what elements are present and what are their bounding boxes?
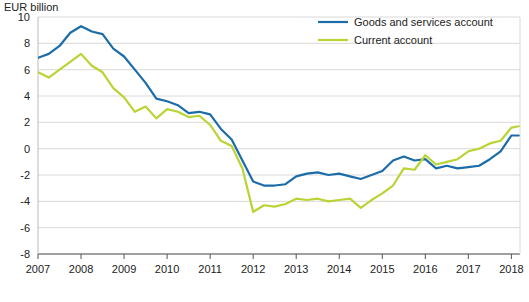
x-tick-label: 2010 — [155, 263, 179, 275]
series-line — [38, 54, 519, 212]
grid-line — [38, 96, 520, 97]
x-tick — [425, 254, 426, 259]
x-tick — [296, 254, 297, 259]
y-axis — [38, 17, 39, 254]
y-tick-label: -2 — [20, 169, 30, 181]
y-tick-label: -6 — [20, 222, 30, 234]
x-tick-label: 2014 — [327, 263, 351, 275]
x-tick-label: 2018 — [499, 263, 523, 275]
x-tick — [253, 254, 254, 259]
x-tick-label: 2013 — [284, 263, 308, 275]
y-tick-label: -4 — [20, 195, 30, 207]
x-tick — [81, 254, 82, 259]
y-tick-label: 6 — [24, 64, 30, 76]
x-tick-label: 2017 — [456, 263, 480, 275]
chart: -8-6-4-202468102007200820092010201120122… — [0, 0, 529, 302]
x-axis — [38, 254, 520, 255]
x-tick-label: 2008 — [69, 263, 93, 275]
y-tick-label: -8 — [20, 248, 30, 260]
x-tick — [382, 254, 383, 259]
x-tick-label: 2012 — [241, 263, 265, 275]
grid-line — [38, 254, 520, 255]
x-tick — [38, 254, 39, 259]
x-tick — [511, 254, 512, 259]
y-tick-label: 2 — [24, 116, 30, 128]
x-tick — [167, 254, 168, 259]
grid-line — [38, 175, 520, 176]
plot-area — [38, 26, 519, 212]
legend-label: Goods and services account — [354, 16, 493, 28]
x-tick-label: 2011 — [198, 263, 222, 275]
grid-line — [38, 227, 520, 228]
y-axis-label: EUR billion — [4, 1, 58, 13]
x-tick-label: 2015 — [370, 263, 394, 275]
x-tick — [210, 254, 211, 259]
grid-line — [38, 69, 520, 70]
x-tick-label: 2016 — [413, 263, 437, 275]
legend-swatch — [318, 21, 348, 23]
x-tick-label: 2007 — [26, 263, 50, 275]
grid-line — [38, 148, 520, 149]
legend-label: Current account — [354, 34, 432, 46]
x-tick-label: 2009 — [112, 263, 136, 275]
legend-swatch — [318, 39, 348, 41]
grid-line — [38, 201, 520, 202]
x-tick — [468, 254, 469, 259]
y-tick-label: 8 — [24, 37, 30, 49]
x-tick — [124, 254, 125, 259]
grid-line — [38, 122, 520, 123]
y-tick-label: 0 — [24, 143, 30, 155]
x-tick — [339, 254, 340, 259]
legend: Goods and services account Current accoun… — [318, 16, 493, 46]
y-tick-label: 4 — [24, 90, 30, 102]
